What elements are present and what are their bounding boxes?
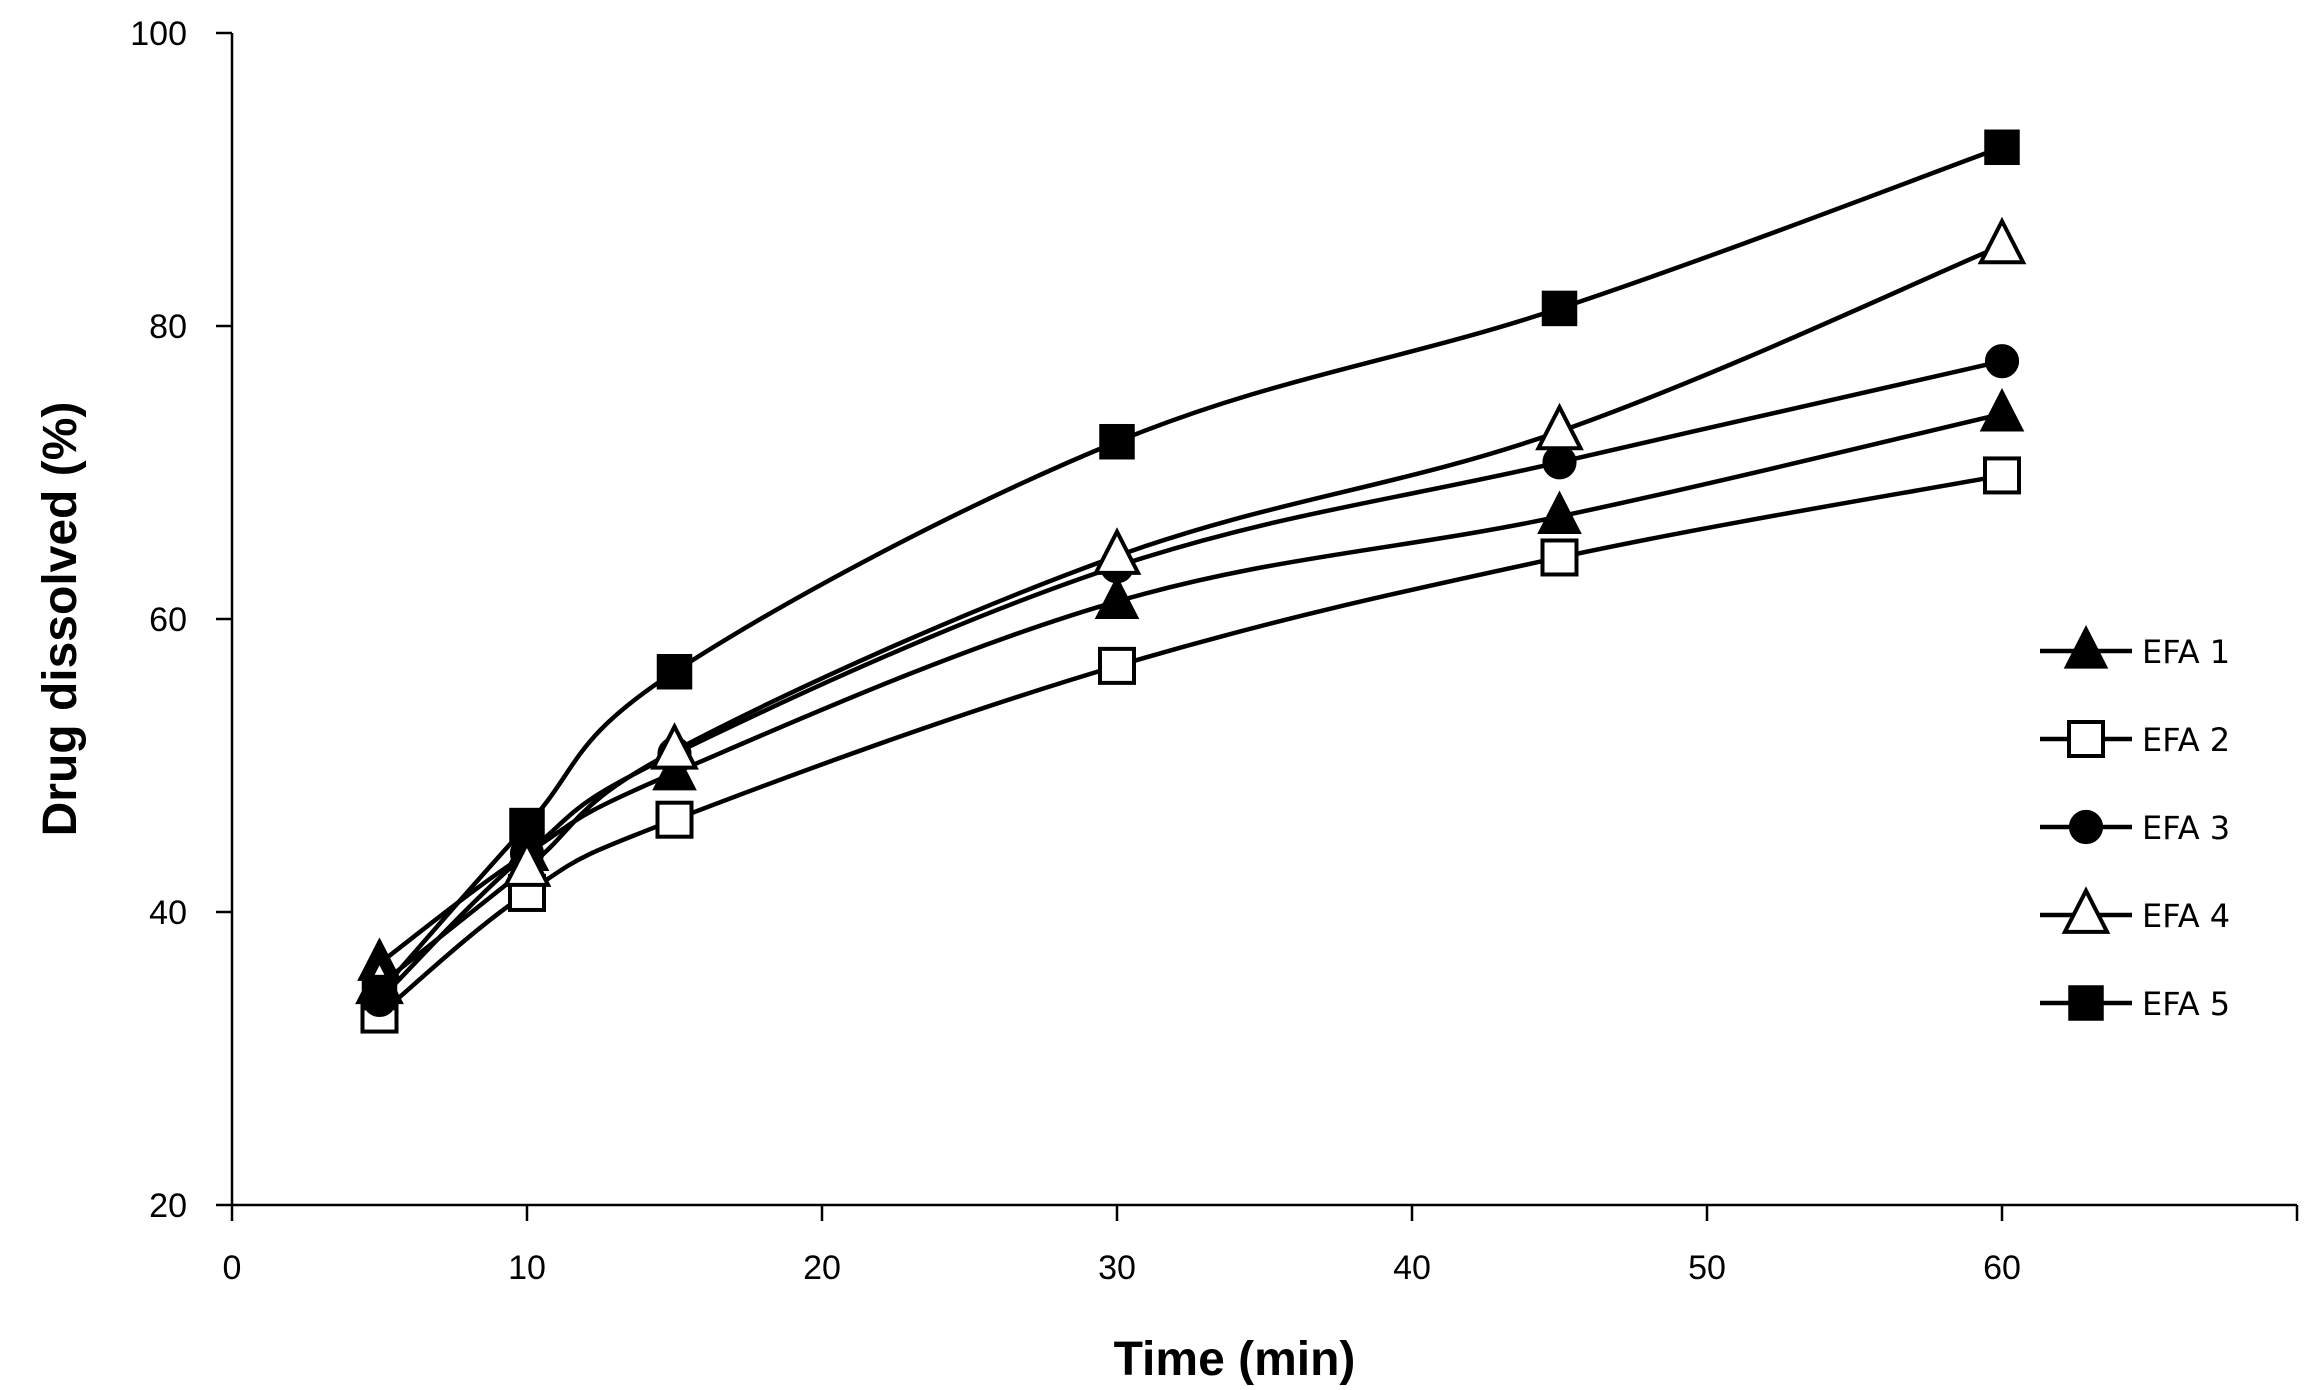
series-efa-4 [355, 216, 2027, 1005]
x-tick-label: 0 [223, 1249, 242, 1287]
data-point [1092, 527, 1142, 575]
legend-item: EFA 4 [2040, 886, 2230, 935]
data-point [1977, 216, 2027, 265]
series-line [378, 473, 2003, 1017]
legend-item: EFA 1 [2040, 625, 2230, 671]
series-efa-1 [357, 387, 2025, 981]
data-point [656, 653, 693, 690]
x-tick-label: 40 [1393, 1249, 1431, 1287]
data-point [655, 800, 694, 839]
data-point [502, 839, 552, 887]
data-point [1094, 575, 1140, 619]
series-line [378, 411, 2003, 966]
legend-label: EFA 1 [2142, 633, 2230, 671]
series-line [377, 358, 2003, 1002]
data-point [1979, 387, 2025, 432]
x-tick-label: 50 [1688, 1249, 1726, 1287]
legend-marker [2063, 625, 2109, 669]
data-point [1540, 538, 1579, 577]
legend: EFA 1 EFA 2 EFA 3 EFA 4 EFA 5 [2040, 625, 2230, 1023]
data-point [1541, 290, 1578, 327]
series-efa-5 [361, 129, 2020, 1011]
y-tick-label: 100 [130, 15, 187, 53]
legend-item: EFA 2 [2040, 720, 2230, 759]
legend-item: EFA 3 [2040, 809, 2230, 847]
x-tick-label: 20 [803, 1249, 841, 1287]
data-point [1983, 456, 2021, 495]
y-tick-label: 20 [149, 1187, 187, 1225]
legend-marker [2068, 985, 2104, 1021]
x-axis-title: Time (min) [1114, 1333, 1356, 1386]
series-line [378, 243, 2003, 988]
y-tick-label: 40 [149, 894, 187, 932]
legend-label: EFA 5 [2142, 985, 2230, 1023]
axes: 20 40 60 80 100 0 10 20 30 40 50 60 [130, 15, 2299, 1287]
series-line [377, 145, 2003, 995]
legend-marker [2061, 886, 2111, 934]
data-point [1535, 402, 1584, 451]
y-tick-label: 60 [149, 601, 187, 639]
series-efa-3 [362, 344, 2020, 1017]
x-tick-label: 30 [1098, 1249, 1136, 1287]
data-point [1984, 129, 2020, 166]
legend-marker [2067, 720, 2105, 758]
data-point [1537, 490, 1582, 535]
y-tick-label: 80 [149, 308, 187, 346]
data-point [1098, 646, 1136, 685]
data-point [1099, 423, 1135, 460]
data-point [1542, 445, 1577, 480]
data-point [509, 807, 545, 844]
legend-label: EFA 2 [2142, 721, 2230, 759]
legend-label: EFA 4 [2142, 897, 2230, 935]
data-point [1984, 344, 2020, 379]
legend-marker [2068, 809, 2104, 845]
series-layer [355, 129, 2027, 1034]
data-point [650, 722, 699, 770]
x-tick-label: 60 [1983, 1249, 2021, 1287]
legend-label: EFA 3 [2142, 809, 2230, 847]
y-axis-title: Drug dissolved (%) [34, 402, 87, 837]
x-tick-label: 10 [508, 1249, 546, 1287]
data-point [361, 974, 398, 1011]
legend-item: EFA 5 [2040, 985, 2230, 1023]
